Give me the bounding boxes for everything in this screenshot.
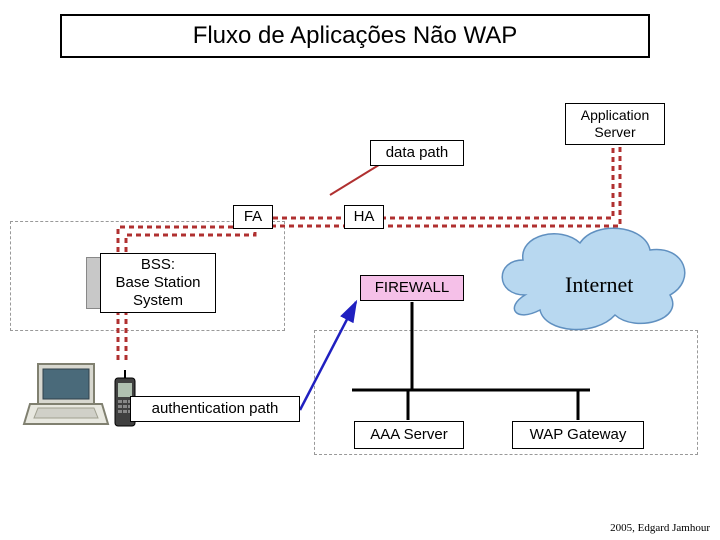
ha-text: HA: [354, 208, 375, 226]
wap-text: WAP Gateway: [530, 426, 627, 444]
auth-path-label: authentication path: [130, 396, 300, 422]
wap-gateway-node: WAP Gateway: [512, 421, 644, 449]
bss-text: BSS: Base Station System: [115, 256, 200, 310]
auth-path-text: authentication path: [152, 400, 279, 418]
laptop-icon: [20, 360, 110, 430]
data-path-text: data path: [386, 144, 449, 162]
fa-text: FA: [244, 208, 262, 226]
firewall-node: FIREWALL: [360, 275, 464, 301]
data-path-label: data path: [370, 140, 464, 166]
fa-node: FA: [233, 205, 273, 229]
aaa-text: AAA Server: [370, 426, 448, 444]
title-text: Fluxo de Aplicações Não WAP: [193, 22, 518, 50]
app-server-text: Application Server: [581, 107, 650, 141]
bss-node: BSS: Base Station System: [100, 253, 216, 313]
app-server-node: Application Server: [565, 103, 665, 145]
footer-credit: 2005, Edgard Jamhour: [610, 522, 710, 534]
diagram-title: Fluxo de Aplicações Não WAP: [60, 14, 650, 58]
internet-label: Internet: [565, 272, 633, 298]
firewall-text: FIREWALL: [375, 279, 449, 297]
ha-node: HA: [344, 205, 384, 229]
aaa-server-node: AAA Server: [354, 421, 464, 449]
